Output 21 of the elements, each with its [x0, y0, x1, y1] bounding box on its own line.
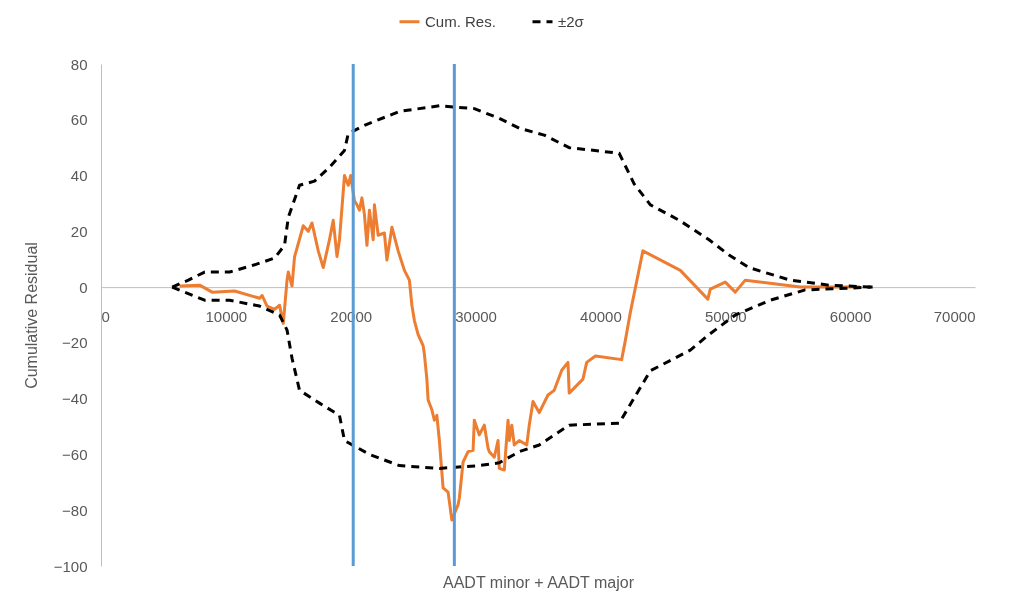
x-tick-label: 50000 [704, 307, 747, 325]
y-tick-label: 60 [70, 111, 88, 129]
y-tick-label: −80 [62, 501, 88, 519]
y-tick-label: 40 [70, 167, 88, 185]
y-tick-label: 80 [70, 55, 88, 73]
x-tick-label: 10000 [205, 307, 248, 325]
y-tick-label: 0 [79, 278, 88, 296]
legend-label: Cum. Res. [425, 12, 496, 30]
x-axis-title: AADT minor + AADT major [442, 573, 635, 591]
x-tick-label: 0 [101, 307, 110, 325]
y-tick-label: −100 [53, 557, 88, 575]
x-tick-label: 60000 [829, 307, 872, 325]
y-tick-label: −40 [62, 390, 88, 408]
y-tick-label: 20 [70, 222, 88, 240]
legend-label: ±2σ [558, 12, 585, 30]
x-tick-label: 40000 [580, 307, 622, 325]
x-tick-label: 30000 [455, 307, 497, 325]
x-tick-label: 70000 [933, 307, 976, 325]
y-tick-label: −60 [62, 445, 88, 463]
y-axis-title: Cumulative Residual [22, 242, 40, 389]
y-tick-label: −20 [62, 334, 88, 352]
